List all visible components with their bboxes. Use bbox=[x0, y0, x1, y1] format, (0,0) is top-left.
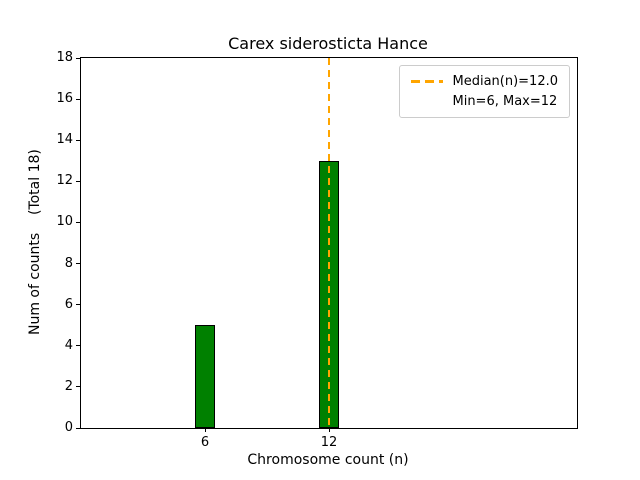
legend-dashed-line-sample bbox=[411, 80, 444, 83]
y-tick-label: 8 bbox=[64, 255, 73, 271]
x-tick-mark bbox=[204, 428, 206, 432]
median-line bbox=[327, 58, 331, 428]
y-tick-mark bbox=[76, 427, 80, 429]
legend: Median(n)=12.0 Min=6, Max=12 bbox=[399, 65, 570, 118]
chart-title: Carex siderosticta Hance bbox=[228, 34, 428, 53]
y-tick-mark bbox=[76, 139, 80, 141]
y-tick-label: 4 bbox=[64, 337, 73, 353]
legend-label: Min=6, Max=12 bbox=[452, 94, 558, 109]
y-tick-label: 18 bbox=[56, 50, 73, 65]
legend-entry: Median(n)=12.0 bbox=[411, 74, 558, 89]
y-tick-label: 12 bbox=[56, 173, 73, 189]
y-tick-mark bbox=[76, 221, 80, 223]
x-axis-label: Chromosome count (n) bbox=[247, 452, 409, 468]
x-tick-label: 6 bbox=[200, 435, 210, 450]
legend-empty-sample bbox=[411, 100, 443, 103]
legend-entry: Min=6, Max=12 bbox=[411, 94, 558, 109]
y-tick-mark bbox=[76, 57, 80, 59]
y-tick-mark bbox=[76, 180, 80, 182]
y-tick-label: 6 bbox=[64, 296, 73, 312]
y-axis-label: Num of counts (Total 18) bbox=[27, 149, 43, 335]
y-tick-mark bbox=[76, 263, 80, 265]
y-tick-mark bbox=[76, 345, 80, 347]
legend-label: Median(n)=12.0 bbox=[452, 74, 558, 89]
x-tick-label: 12 bbox=[320, 435, 338, 450]
y-tick-mark bbox=[76, 98, 80, 100]
bar bbox=[194, 325, 216, 428]
x-tick-mark bbox=[328, 428, 330, 432]
y-tick-mark bbox=[76, 386, 80, 388]
plot-area: Median(n)=12.0 Min=6, Max=12 0 2 4 6 8 10 12 14 1… bbox=[56, 50, 578, 450]
y-tick-label: 2 bbox=[64, 378, 73, 394]
y-tick-label: 10 bbox=[56, 214, 73, 230]
y-tick-mark bbox=[76, 304, 80, 306]
y-tick-label: 14 bbox=[56, 132, 73, 148]
y-tick-label: 0 bbox=[64, 420, 73, 435]
y-tick-label: 16 bbox=[56, 91, 73, 107]
